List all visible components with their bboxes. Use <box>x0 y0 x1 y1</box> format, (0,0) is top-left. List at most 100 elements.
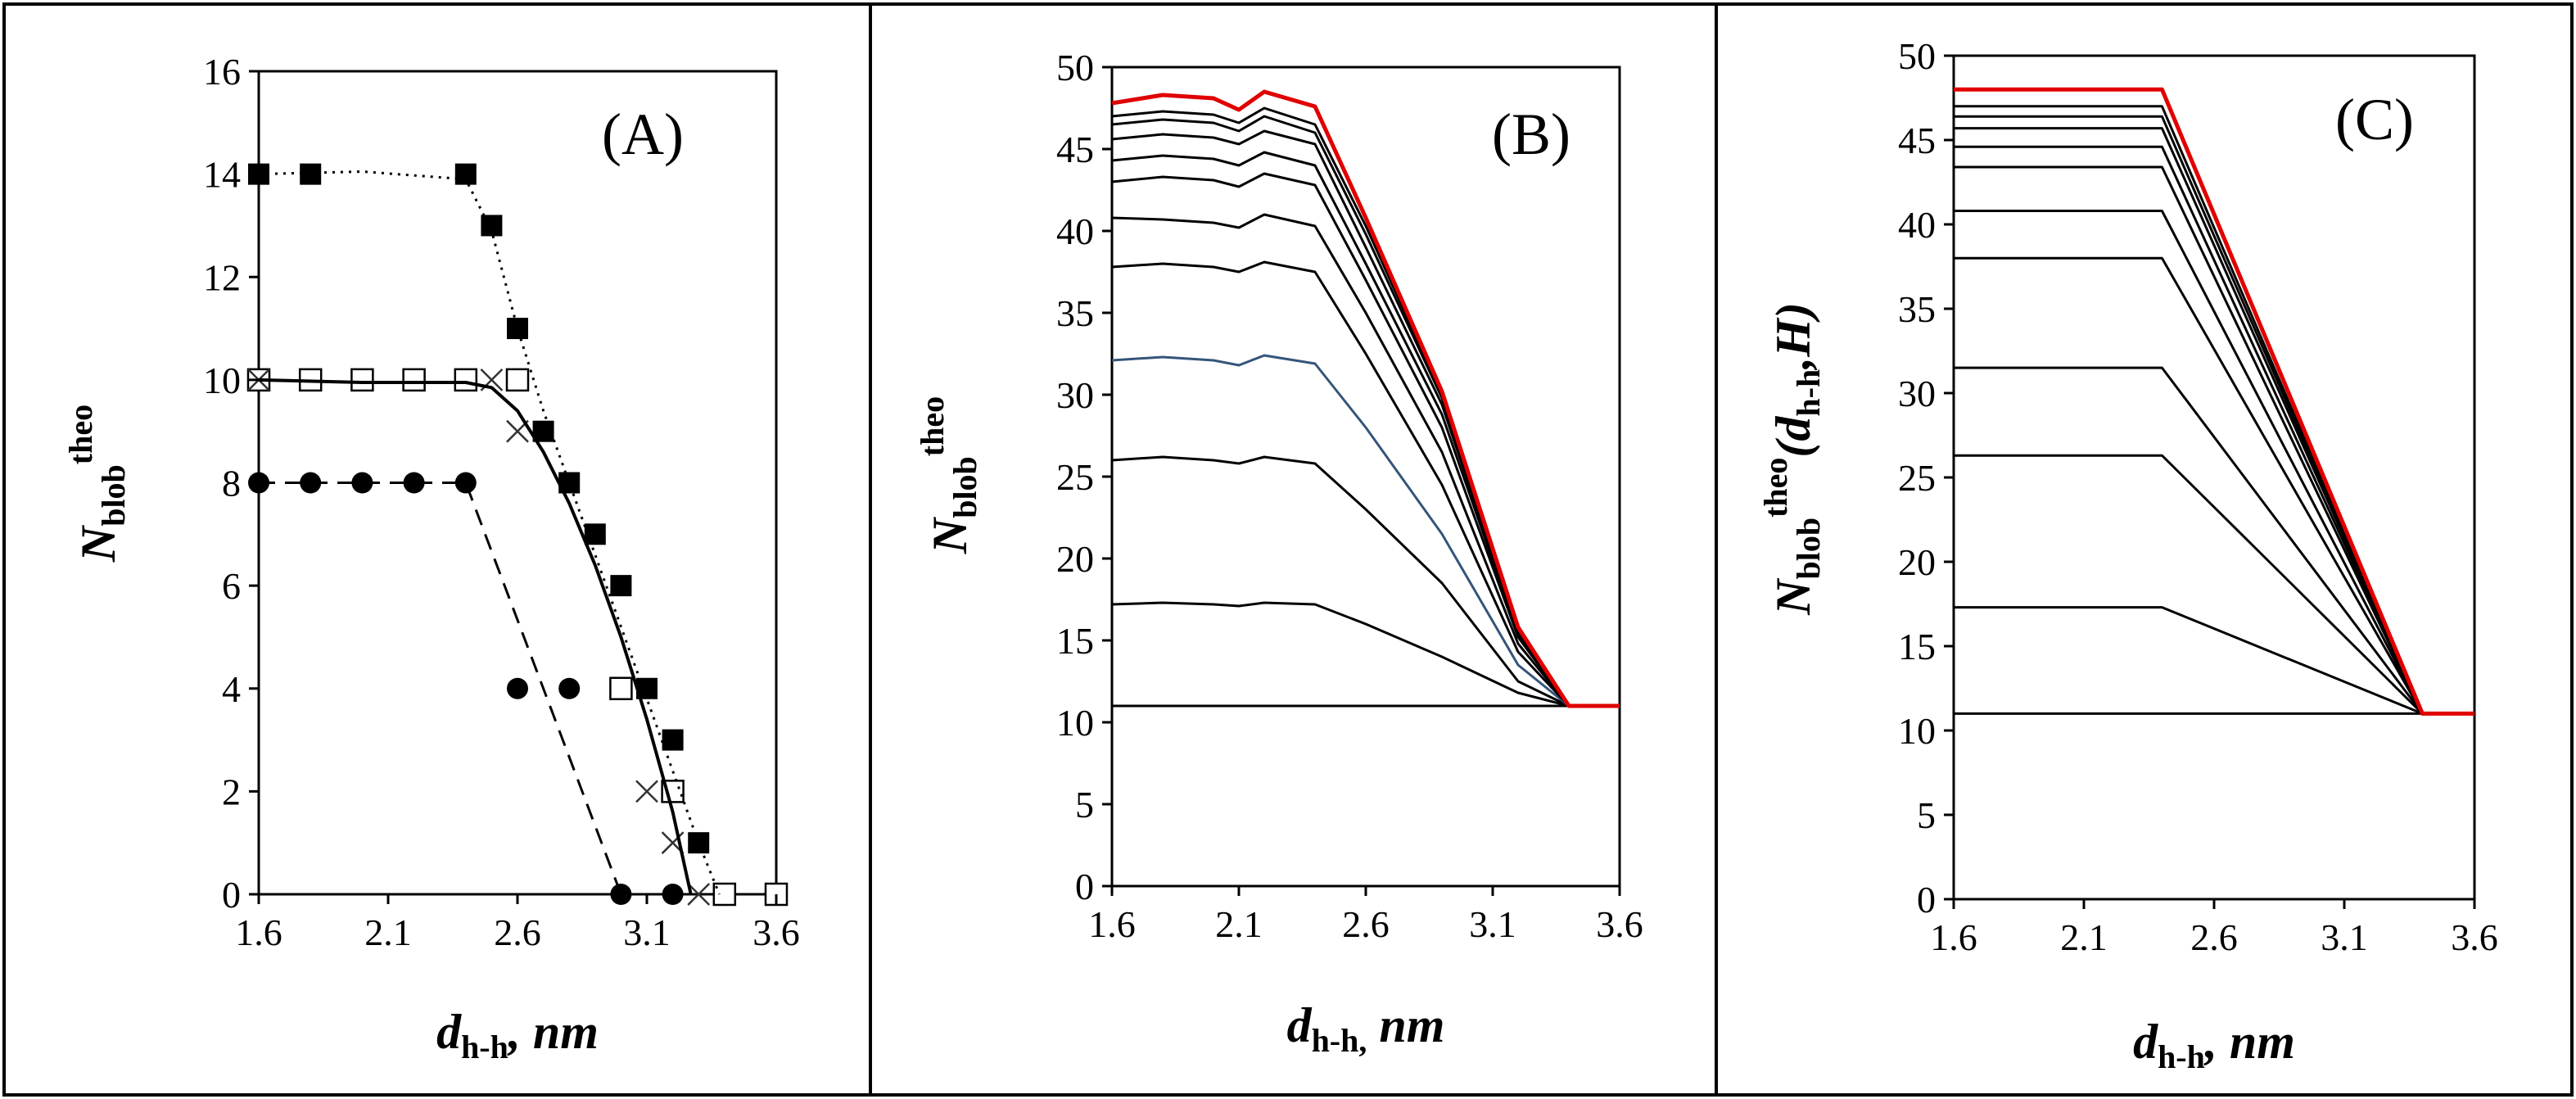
panel-a-series-line-7 <box>259 482 622 895</box>
panel-a-x-tick-label: 3.1 <box>623 911 671 953</box>
panel-a-point-filled-circle <box>351 472 373 494</box>
panel-b-series-line-5 <box>1111 260 1620 708</box>
panel-c-marks <box>1954 87 2474 716</box>
panel-b-y-axis-title: Nblobtheo <box>914 396 983 554</box>
panel-c-y-tick-label: 50 <box>1898 35 1936 77</box>
panel-b-series-line-12 <box>1111 89 1620 708</box>
panel-a-point-filled-circle <box>403 472 425 494</box>
panel-c-y-axis-title: Nblobtheo(dh-h,H) <box>1757 302 1827 616</box>
panel-a-label: (A) <box>602 102 684 167</box>
panel-c-x-tick-label: 1.6 <box>1930 916 1977 958</box>
panel-a-point-filled-square <box>610 575 632 597</box>
panel-b-x-tick-label: 2.1 <box>1215 903 1263 945</box>
panel-c-series-line-6 <box>1954 210 2474 715</box>
panel-b-y-tick-label: 50 <box>1056 47 1094 88</box>
panel-b-series-line-10 <box>1111 115 1620 708</box>
panel-b-series-line-4 <box>1111 354 1620 708</box>
panel-c-ticks: 1.6 2.1 2.6 3.1 3.6 0 5 10 15 20 25 30 35 40 45 50 <box>1898 35 2498 958</box>
panel-a: 1.6 2.1 2.6 3.1 3.6 0 2 4 6 8 10 12 14 16 (A) dh-h, n… <box>62 51 800 1065</box>
panel-a-point-cross <box>687 883 711 906</box>
panel-b-x-axis-title: dh-h, nm <box>1287 998 1445 1059</box>
panel-c-y-tick-label: 35 <box>1898 288 1936 330</box>
panel-a-point-open-square <box>402 368 426 392</box>
panel-a-x-tick-label: 2.1 <box>364 911 412 953</box>
panel-c-plot-area <box>1952 54 2476 901</box>
panel-a-series-line-6 <box>258 378 693 895</box>
panel-a-point-filled-square <box>507 318 528 340</box>
panel-a-point-open-square <box>454 368 478 392</box>
panel-b-y-tick-label: 45 <box>1056 129 1094 170</box>
panel-a-point-filled-circle <box>558 677 581 699</box>
panel-a-x-axis-title: dh-h, nm <box>436 1005 599 1065</box>
panel-a-point-filled-square <box>662 729 684 751</box>
panel-c-y-tick-label: 15 <box>1898 626 1936 667</box>
panel-a-ticks: 1.6 2.1 2.6 3.1 3.6 0 2 4 6 8 10 12 14 16 <box>203 51 800 953</box>
panel-a-y-axis-title: Nblobtheo <box>62 405 132 563</box>
panel-a-y-tick-label: 14 <box>203 154 241 196</box>
panel-b-y-tick-label: 40 <box>1056 210 1094 252</box>
panel-c-x-tick-label: 3.6 <box>2451 916 2498 958</box>
panel-b-x-tick-label: 3.6 <box>1596 903 1643 945</box>
panel-a-y-tick-label: 0 <box>222 874 241 916</box>
panel-a-x-tick-label: 3.6 <box>752 911 800 953</box>
panel-b-y-tick-label: 30 <box>1056 374 1094 416</box>
panel-b-series-line-6 <box>1111 213 1620 708</box>
panel-a-plot-area <box>257 70 778 896</box>
panel-a-point-filled-circle <box>454 472 477 494</box>
panel-a-y-tick-label: 2 <box>222 771 241 812</box>
panel-c-series-line-5 <box>1954 256 2474 715</box>
panel-b-x-tick-label: 1.6 <box>1088 903 1136 945</box>
panel-c-series-line-10 <box>1954 115 2474 715</box>
panel-a-point-cross <box>635 780 658 803</box>
panel-a-point-filled-square <box>300 163 322 185</box>
panel-a-y-tick-label: 8 <box>222 463 241 504</box>
panel-a-point-open-square <box>712 882 737 907</box>
panel-b-marks <box>1111 89 1620 708</box>
panel-c-y-tick-label: 25 <box>1898 457 1936 499</box>
panel-a-y-tick-label: 10 <box>203 360 241 401</box>
panel-c-y-tick-label: 0 <box>1917 879 1936 920</box>
panel-a-series-line-5 <box>258 170 721 895</box>
panel-b-y-tick-label: 25 <box>1056 456 1094 498</box>
panel-a-point-open-square <box>609 676 633 700</box>
panel-a-y-tick-label: 16 <box>203 51 241 93</box>
panel-c-y-tick-label: 20 <box>1898 541 1936 583</box>
panel-b-label: (B) <box>1492 102 1570 167</box>
panel-b-y-tick-label: 5 <box>1075 784 1094 825</box>
panel-c-y-tick-label: 40 <box>1898 204 1936 246</box>
panel-a-y-tick-label: 6 <box>222 565 241 607</box>
panel-b-ticks: 1.6 2.1 2.6 3.1 3.6 0 5 10 15 20 25 30 35 40 45 50 <box>1056 47 1643 945</box>
panel-a-marks <box>246 163 789 907</box>
panel-c-label: (C) <box>2335 87 2414 152</box>
panel-a-point-filled-square <box>481 215 503 237</box>
panel-c-y-tick-label: 10 <box>1898 710 1936 752</box>
panel-b-x-tick-label: 3.1 <box>1469 903 1516 945</box>
panel-b-y-tick-label: 35 <box>1056 292 1094 334</box>
panel-a-point-open-square <box>505 368 530 392</box>
panel-b-series-line-7 <box>1111 172 1620 708</box>
panel-c-x-tick-label: 2.6 <box>2190 916 2238 958</box>
panel-c-y-tick-label: 5 <box>1917 794 1936 836</box>
panel-b-plot-area <box>1110 66 1621 888</box>
panel-c-y-tick-label: 45 <box>1898 120 1936 161</box>
panel-c-series-line-12 <box>1954 87 2474 716</box>
panel-b-y-tick-label: 0 <box>1075 866 1094 907</box>
panel-b-series-line-3 <box>1111 455 1620 708</box>
panel-a-point-open-square <box>350 368 374 392</box>
panel-a-x-tick-label: 2.6 <box>494 911 541 953</box>
panel-b-y-tick-label: 20 <box>1056 538 1094 580</box>
panel-c-series-line-7 <box>1954 165 2474 715</box>
panel-c-y-tick-label: 30 <box>1898 373 1936 414</box>
panel-a-point-filled-square <box>454 163 477 185</box>
panel-c-x-tick-label: 2.1 <box>2060 916 2108 958</box>
panel-c-x-tick-label: 3.1 <box>2321 916 2368 958</box>
panel-a-point-filled-circle <box>662 884 684 905</box>
panel-a-x-tick-label: 1.6 <box>235 911 282 953</box>
panel-b-series-line-2 <box>1111 601 1620 708</box>
panel-b-series-line-11 <box>1111 106 1620 708</box>
panel-b-x-tick-label: 2.6 <box>1342 903 1390 945</box>
panel-a-y-tick-label: 4 <box>222 668 241 710</box>
